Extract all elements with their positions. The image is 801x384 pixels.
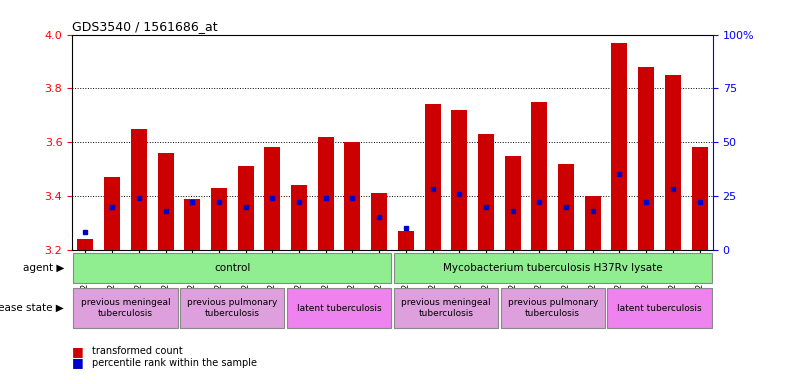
Bar [78, 239, 94, 250]
Text: latent tuberculosis: latent tuberculosis [618, 304, 702, 313]
FancyBboxPatch shape [74, 288, 178, 328]
Bar [264, 147, 280, 250]
FancyBboxPatch shape [287, 288, 391, 328]
FancyBboxPatch shape [180, 288, 284, 328]
Text: GDS3540 / 1561686_at: GDS3540 / 1561686_at [72, 20, 218, 33]
Text: latent tuberculosis: latent tuberculosis [297, 304, 381, 313]
Bar [638, 67, 654, 250]
Bar [531, 102, 547, 250]
Bar [318, 137, 334, 250]
Bar [158, 153, 174, 250]
Text: previous pulmonary
tuberculosis: previous pulmonary tuberculosis [187, 298, 277, 318]
Bar [665, 75, 681, 250]
Bar [398, 231, 414, 250]
Text: ■: ■ [72, 345, 84, 358]
Text: control: control [214, 263, 251, 273]
Bar [585, 196, 601, 250]
Bar [691, 147, 707, 250]
Bar [291, 185, 307, 250]
Text: Mycobacterium tuberculosis H37Rv lysate: Mycobacterium tuberculosis H37Rv lysate [443, 263, 662, 273]
Bar [505, 156, 521, 250]
Text: agent ▶: agent ▶ [22, 263, 64, 273]
Text: previous meningeal
tuberculosis: previous meningeal tuberculosis [401, 298, 491, 318]
Bar [371, 193, 387, 250]
FancyBboxPatch shape [394, 288, 498, 328]
Bar [451, 110, 467, 250]
Bar [238, 166, 254, 250]
FancyBboxPatch shape [607, 288, 711, 328]
Text: transformed count: transformed count [92, 346, 183, 356]
FancyBboxPatch shape [394, 253, 711, 283]
Text: previous pulmonary
tuberculosis: previous pulmonary tuberculosis [508, 298, 598, 318]
Bar [131, 129, 147, 250]
Bar [558, 164, 574, 250]
FancyBboxPatch shape [501, 288, 605, 328]
Bar [611, 43, 627, 250]
Bar [184, 199, 200, 250]
Bar [104, 177, 120, 250]
Text: percentile rank within the sample: percentile rank within the sample [92, 358, 257, 368]
Text: disease state ▶: disease state ▶ [0, 303, 64, 313]
FancyBboxPatch shape [74, 253, 391, 283]
Bar [344, 142, 360, 250]
Text: ■: ■ [72, 356, 84, 369]
Bar [425, 104, 441, 250]
Bar [211, 188, 227, 250]
Text: previous meningeal
tuberculosis: previous meningeal tuberculosis [81, 298, 171, 318]
Bar [478, 134, 494, 250]
